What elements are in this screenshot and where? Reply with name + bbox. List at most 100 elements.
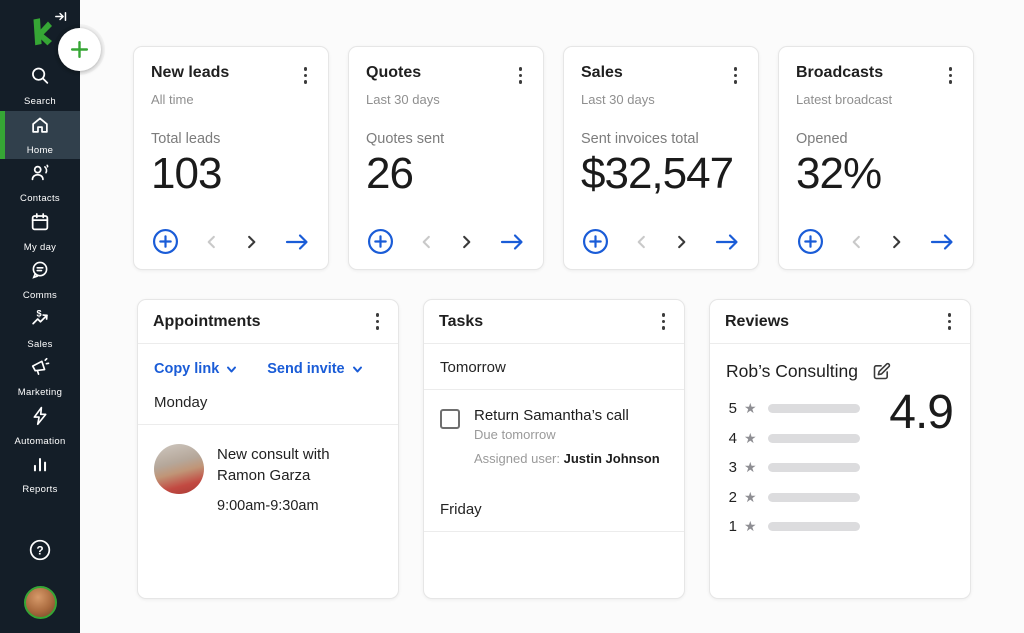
- chevron-right-icon[interactable]: [674, 234, 689, 250]
- sidebar-item-sales[interactable]: $ Sales: [0, 305, 80, 354]
- kebab-menu-icon[interactable]: [372, 310, 384, 333]
- metric-label: Total leads: [151, 131, 311, 147]
- sidebar-nav: Search Home Contacts: [0, 62, 80, 499]
- sidebar-item-my-day[interactable]: My day: [0, 208, 80, 257]
- task-item[interactable]: Return Samantha’s call Due tomorrow Assi…: [424, 390, 684, 486]
- tasks-section-label-friday: Friday: [424, 486, 684, 532]
- arrow-right-icon[interactable]: [929, 233, 955, 251]
- sidebar-item-reports[interactable]: Reports: [0, 450, 80, 499]
- user-avatar[interactable]: [24, 586, 57, 619]
- metric-label: Sent invoices total: [581, 131, 741, 147]
- metric-value: 103: [151, 149, 311, 199]
- card-subtitle: Last 30 days: [366, 92, 526, 107]
- kebab-menu-icon[interactable]: [658, 310, 670, 333]
- add-circle-icon[interactable]: [797, 228, 824, 255]
- appointments-day-label: Monday: [138, 377, 398, 425]
- card-title: Quotes: [366, 64, 421, 82]
- quick-add-button[interactable]: [58, 28, 101, 71]
- card-title: Broadcasts: [796, 64, 883, 82]
- send-invite-label: Send invite: [267, 361, 344, 377]
- svg-text:$: $: [37, 308, 42, 318]
- arrow-right-icon[interactable]: [499, 233, 525, 251]
- automation-lightning-icon: [29, 405, 51, 432]
- sidebar-item-label: Comms: [23, 290, 57, 301]
- marketing-megaphone-icon: [29, 356, 51, 383]
- svg-text:?: ?: [36, 543, 43, 557]
- sidebar-item-label: Marketing: [18, 387, 62, 398]
- reviews-card: Reviews Rob’s Consulting 5 ★: [709, 299, 971, 599]
- sidebar-footer: ?: [0, 537, 80, 619]
- metric-value: 26: [366, 149, 526, 199]
- rating-label: 4: [726, 430, 737, 447]
- sidebar-item-automation[interactable]: Automation: [0, 402, 80, 451]
- kebab-menu-icon[interactable]: [730, 64, 742, 87]
- chevron-down-icon: [226, 364, 237, 375]
- sidebar-item-home[interactable]: Home: [0, 111, 80, 160]
- add-circle-icon[interactable]: [152, 228, 179, 255]
- sidebar-item-search[interactable]: Search: [0, 62, 80, 111]
- chevron-right-icon[interactable]: [459, 234, 474, 250]
- task-checkbox[interactable]: [440, 409, 460, 429]
- widget-card-row: Appointments Copy link Send invite Mon: [137, 299, 971, 599]
- appointment-title: New consult with Ramon Garza: [217, 444, 382, 486]
- kebab-menu-icon[interactable]: [944, 310, 956, 333]
- plus-icon: [69, 39, 90, 60]
- arrow-right-icon[interactable]: [284, 233, 310, 251]
- sidebar-item-label: Automation: [14, 436, 65, 447]
- copy-link-button[interactable]: Copy link: [154, 361, 237, 377]
- rating-row-3: 3 ★: [726, 453, 954, 483]
- sidebar-item-label: Sales: [27, 339, 52, 350]
- rating-label: 2: [726, 489, 737, 506]
- edit-icon[interactable]: [871, 361, 892, 382]
- add-circle-icon[interactable]: [367, 228, 394, 255]
- stat-card-row: New leads All time Total leads 103: [133, 46, 974, 270]
- card-title: Appointments: [153, 313, 261, 331]
- task-assigned-user: Assigned user: Justin Johnson: [474, 451, 660, 466]
- rating-row-2: 2 ★: [726, 483, 954, 513]
- stat-card-quotes: Quotes Last 30 days Quotes sent 26: [348, 46, 544, 270]
- sidebar-item-marketing[interactable]: Marketing: [0, 353, 80, 402]
- star-icon: ★: [744, 430, 757, 447]
- chevron-left-icon: [634, 234, 649, 250]
- card-title: Tasks: [439, 313, 483, 331]
- send-invite-button[interactable]: Send invite: [267, 361, 362, 377]
- reports-bar-chart-icon: [29, 453, 51, 480]
- task-due-date: Due tomorrow: [474, 427, 660, 442]
- metric-label: Opened: [796, 131, 956, 147]
- chevron-right-icon[interactable]: [889, 234, 904, 250]
- star-icon: ★: [744, 518, 757, 535]
- assigned-user-label: Assigned user:: [474, 451, 560, 466]
- rating-distribution: 5 ★ 4 ★ 3 ★ 2 ★: [710, 390, 970, 542]
- home-icon: [29, 114, 51, 141]
- sidebar: Search Home Contacts: [0, 0, 80, 633]
- average-rating: 4.9: [889, 385, 953, 440]
- sidebar-item-comms[interactable]: Comms: [0, 256, 80, 305]
- rating-bar: [768, 434, 860, 443]
- add-circle-icon[interactable]: [582, 228, 609, 255]
- copy-link-label: Copy link: [154, 361, 219, 377]
- appointments-card: Appointments Copy link Send invite Mon: [137, 299, 399, 599]
- kebab-menu-icon[interactable]: [515, 64, 527, 87]
- keap-logo[interactable]: [26, 16, 53, 52]
- arrow-right-icon[interactable]: [714, 233, 740, 251]
- card-title: Sales: [581, 64, 623, 82]
- card-title: New leads: [151, 64, 229, 82]
- contact-avatar: [154, 444, 204, 494]
- rating-bar: [768, 404, 860, 413]
- card-subtitle: Latest broadcast: [796, 92, 956, 107]
- kebab-menu-icon[interactable]: [300, 64, 312, 87]
- rating-label: 3: [726, 459, 737, 476]
- rating-bar: [768, 493, 860, 502]
- stat-card-sales: Sales Last 30 days Sent invoices total $…: [563, 46, 759, 270]
- dashboard-content: New leads All time Total leads 103: [80, 0, 1024, 633]
- expand-sidebar-icon[interactable]: [53, 9, 68, 29]
- kebab-menu-icon[interactable]: [945, 64, 957, 87]
- sales-icon: $: [29, 308, 51, 335]
- chevron-right-icon[interactable]: [244, 234, 259, 250]
- help-icon[interactable]: ?: [27, 537, 53, 568]
- card-title: Reviews: [725, 313, 789, 331]
- rating-label: 5: [726, 400, 737, 417]
- appointment-item[interactable]: New consult with Ramon Garza 9:00am-9:30…: [138, 425, 398, 514]
- appointment-time: 9:00am-9:30am: [217, 498, 382, 514]
- sidebar-item-contacts[interactable]: Contacts: [0, 159, 80, 208]
